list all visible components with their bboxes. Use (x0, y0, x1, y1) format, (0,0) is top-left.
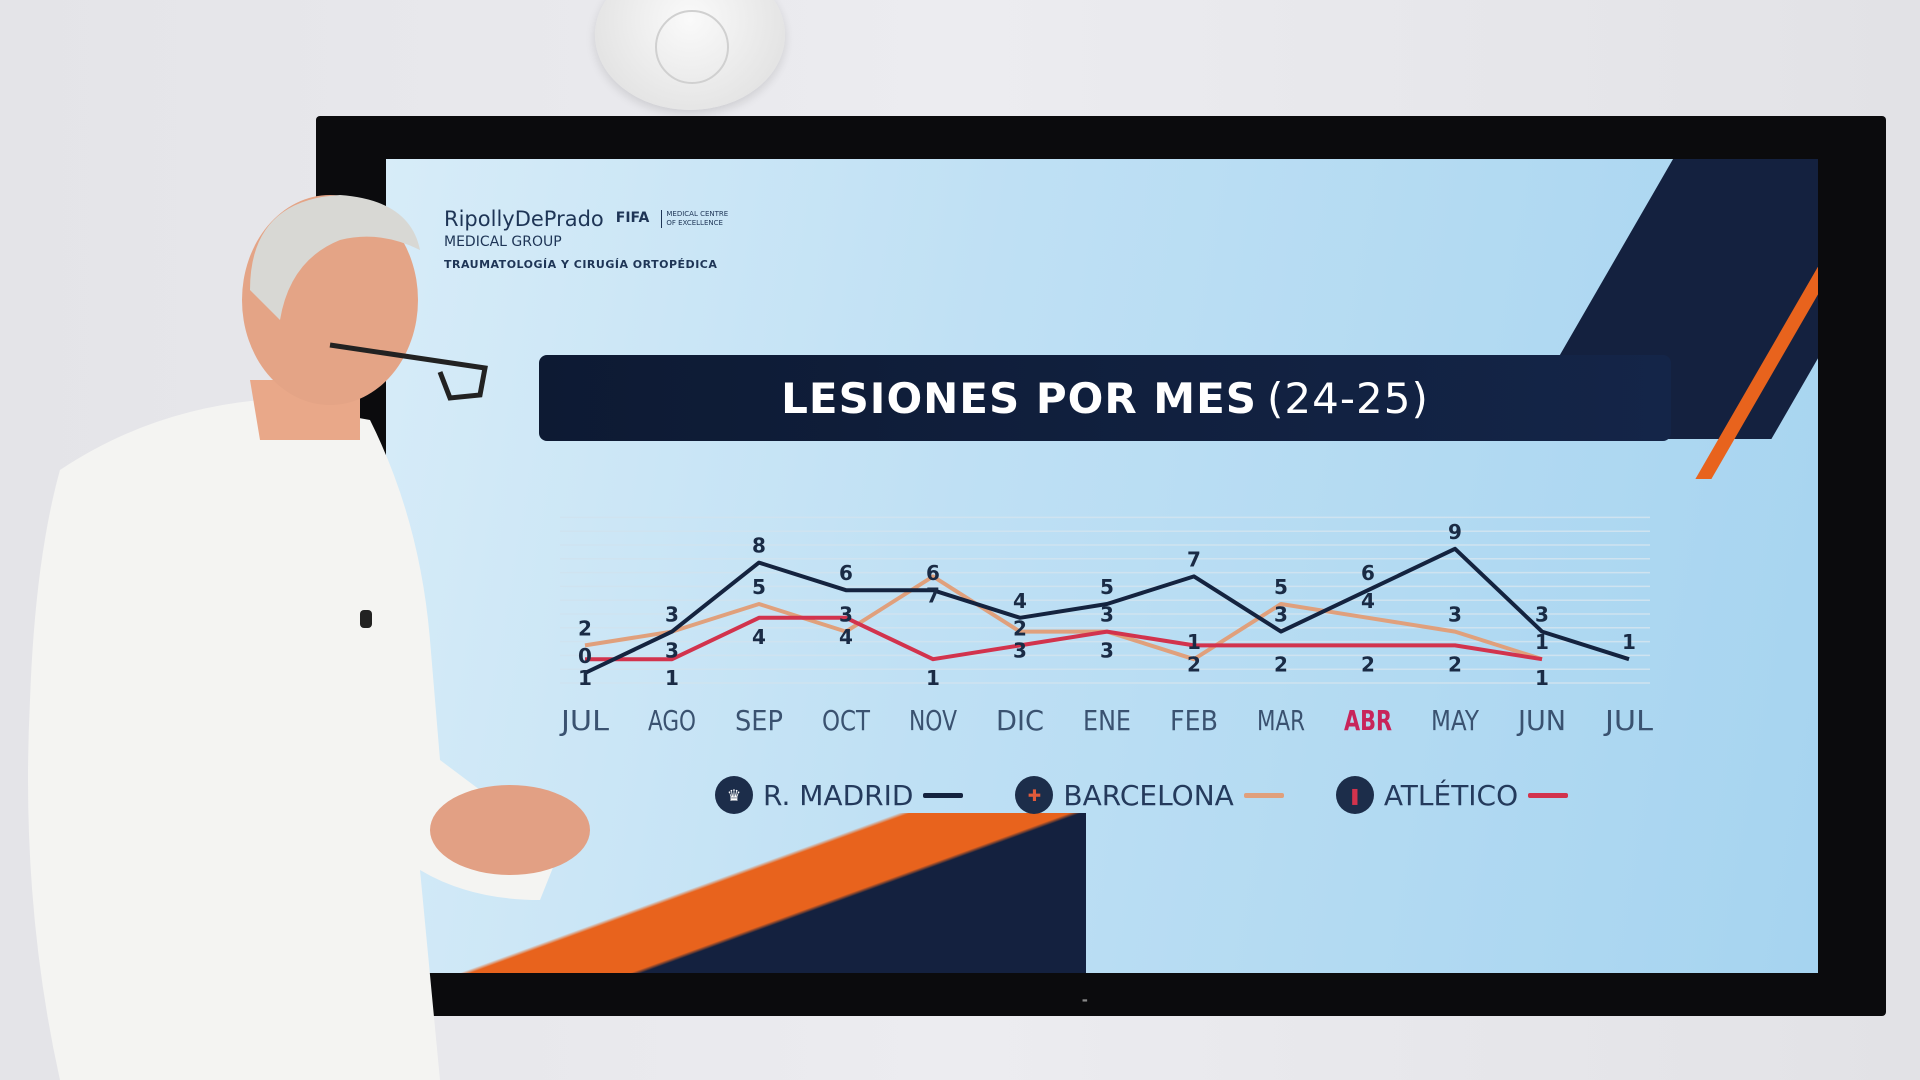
logo-fifa: FIFA (615, 210, 650, 227)
x-tick-label: JUL (559, 704, 610, 737)
data-label: 1 (665, 666, 679, 690)
barcelona-crest-icon: ✚ (1015, 776, 1054, 814)
data-label: 1 (578, 666, 592, 690)
data-label: 4 (752, 625, 766, 649)
data-label: 3 (665, 639, 679, 663)
data-label: 4 (1013, 589, 1027, 613)
logo-brand: RipollyDePrado (444, 207, 604, 231)
legend-swatch (923, 792, 964, 798)
data-label: 1 (1535, 666, 1549, 690)
lapel-microphone (360, 610, 372, 628)
data-label: 3 (665, 603, 679, 627)
legend-label: BARCELONA (1063, 778, 1234, 812)
data-label: 4 (839, 625, 853, 649)
data-label: 3 (1448, 603, 1462, 627)
x-tick-label: SEP (735, 704, 783, 737)
data-label: 1 (926, 666, 940, 690)
data-label: 7 (926, 583, 940, 607)
x-tick-label: OCT (822, 704, 871, 737)
data-label: 9 (1448, 520, 1462, 544)
data-label: 2 (1361, 652, 1375, 676)
x-tick-label: ENE (1083, 704, 1131, 737)
series-line-atl-tico (585, 615, 1543, 662)
data-label: 3 (1274, 603, 1288, 627)
x-tick-label: DIC (996, 704, 1044, 737)
data-label: 7 (1187, 547, 1201, 571)
real-madrid-crest-icon: ♛ (715, 776, 753, 814)
data-label: 6 (1361, 561, 1375, 585)
series-line-r-madrid (584, 546, 1630, 675)
data-label: 2 (1013, 616, 1027, 640)
data-label: 5 (1274, 575, 1288, 599)
chart-title-bar: LESIONES POR MES (24-25) (539, 355, 1671, 441)
legend-swatch (1243, 792, 1284, 798)
data-label: 1 (1187, 630, 1201, 654)
legend-item-atletico: ❚ ATLÉTICO (1335, 776, 1569, 814)
clinic-logo: RipollyDePrado FIFA MEDICAL CENTRE OF EX… (444, 206, 736, 272)
presenter-shirt (28, 400, 560, 1080)
legend-swatch (1528, 792, 1569, 798)
legend-item-barcelona: ✚ BARCELONA (1015, 776, 1284, 814)
data-label: 4 (1361, 589, 1375, 613)
logo-fifa-sub: MEDICAL CENTRE OF EXCELLENCE (661, 210, 736, 229)
x-tick-label: FEB (1170, 704, 1218, 737)
legend-label: R. MADRID (763, 778, 914, 812)
presenter-glasses (329, 342, 488, 401)
data-label: 6 (839, 561, 853, 585)
x-tick-label: NOV (909, 704, 957, 737)
logo-specialty: TRAUMATOLOGÍA Y CIRUGÍA ORTOPÉDICA (444, 257, 718, 271)
data-label: 8 (752, 534, 766, 558)
tv-screen (386, 159, 1818, 973)
chart-legend: ♛ R. MADRID ✚ BARCELONA ❚ ATLÉTICO (715, 776, 1569, 814)
presenter-hands (430, 785, 590, 875)
legend-item-real-madrid: ♛ R. MADRID (715, 776, 964, 814)
data-label: 1 (1535, 630, 1549, 654)
data-label: 3 (1013, 639, 1027, 663)
presenter-hair (250, 195, 420, 320)
tv-brand: ▬ (1082, 997, 1089, 1004)
x-tick-label: JUL (1603, 704, 1654, 737)
data-label: 3 (1100, 603, 1114, 627)
ceiling-sensor-ring (655, 10, 729, 84)
x-tick-label: MAY (1431, 704, 1480, 737)
data-label: 2 (1274, 652, 1288, 676)
data-label: 2 (578, 616, 592, 640)
data-label: 2 (1448, 652, 1462, 676)
chart-title: LESIONES POR MES (781, 373, 1258, 423)
x-tick-label: AGO (648, 704, 696, 737)
data-label: 2 (1187, 652, 1201, 676)
data-label: 6 (926, 561, 940, 585)
x-tick-label: MAR (1257, 704, 1305, 737)
x-tick-label: JUN (1516, 704, 1566, 737)
chart-title-suffix: (24-25) (1267, 373, 1429, 423)
data-label: 0 (578, 644, 592, 668)
series-line-barcelona (584, 574, 1543, 662)
legend-label: ATLÉTICO (1383, 778, 1519, 812)
data-label: 5 (1100, 575, 1114, 599)
x-tick-label: ABR (1344, 704, 1392, 737)
data-label: 3 (1100, 639, 1114, 663)
logo-group: MEDICAL GROUP (444, 234, 562, 251)
data-label: 1 (1622, 630, 1636, 654)
data-label: 3 (1535, 603, 1549, 627)
data-label: 3 (839, 603, 853, 627)
data-label: 5 (752, 575, 766, 599)
atletico-crest-icon: ❚ (1335, 776, 1374, 814)
